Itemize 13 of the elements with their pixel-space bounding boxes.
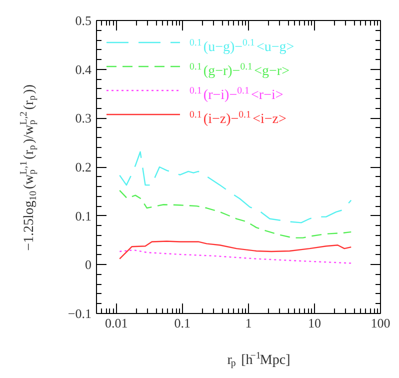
y-tick-label: 0.4	[75, 62, 92, 77]
x-tick-label: 100	[370, 316, 390, 330]
y-tick-label: 0.5	[75, 13, 92, 28]
x-tick-label: 1	[245, 316, 252, 330]
x-tick-label: 0.1	[174, 316, 191, 330]
y-tick-label: 0.2	[75, 160, 92, 174]
y-tick-label: 0.3	[75, 110, 92, 126]
y-tick-label: −0.1	[68, 306, 92, 321]
x-tick-label: 0.01	[105, 316, 128, 330]
y-tick-label: 0.1	[75, 208, 92, 224]
x-tick-label: 10	[308, 316, 321, 330]
y-tick-label: 0	[85, 257, 92, 272]
text: −1.25log10(wpL,1(rp)/wpL,2(rp))	[18, 84, 40, 251]
